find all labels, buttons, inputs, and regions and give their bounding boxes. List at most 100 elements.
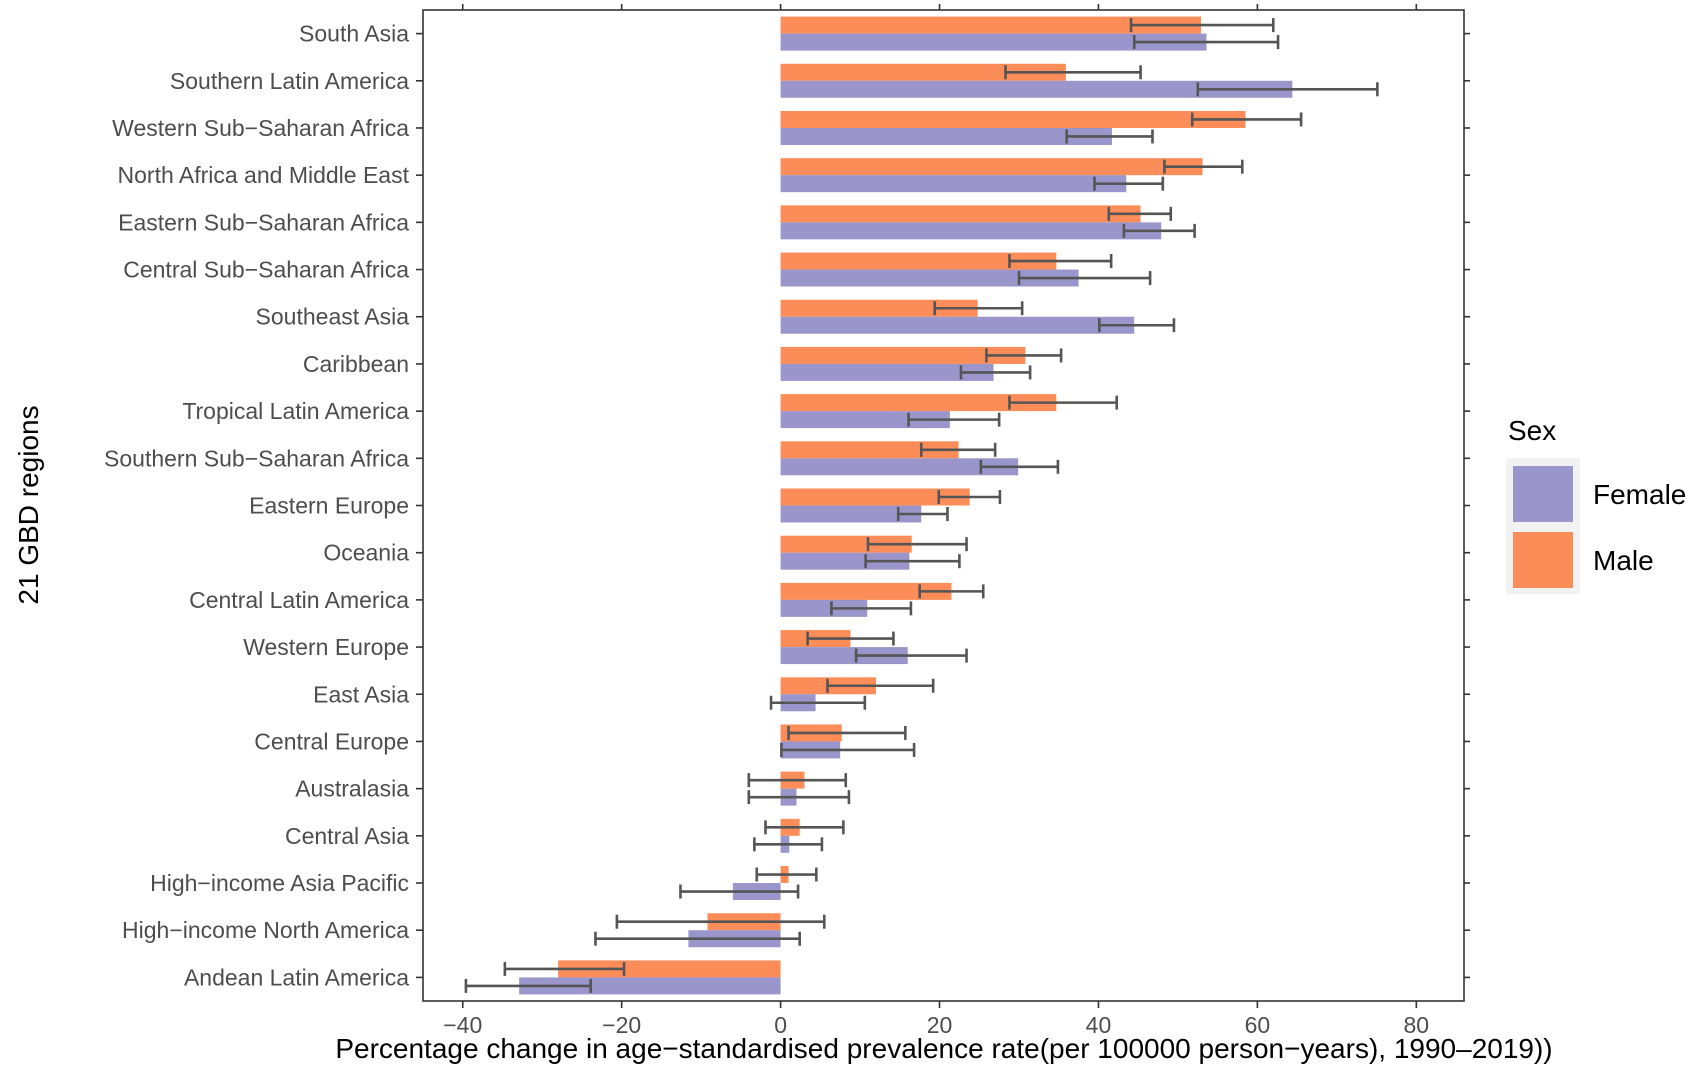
error-bar-male-andean-latin-america [503,961,626,976]
error-bar-female-southern-latin-america [1196,82,1379,97]
legend-label-male: Male [1593,545,1654,576]
error-bar-female-high-income-asia-pacific [679,884,800,899]
bar-female-oceania [780,552,910,570]
category-label-caribbean: Caribbean [303,351,409,377]
error-bar-male-high-income-north-america [615,914,826,929]
error-bar-female-eastern-europe [896,507,949,521]
category-label-north-africa-and-middle-east: North Africa and Middle East [118,162,410,188]
category-label-andean-latin-america: Andean Latin America [184,964,409,990]
bar-male-caribbean [780,346,1026,364]
error-bar-female-south-asia [1132,35,1280,50]
error-bar-male-caribbean [985,348,1063,363]
error-bar-male-eastern-europe [937,490,1002,504]
x-tick-label: 20 [927,1012,953,1038]
bar-male-central-latin-america [780,582,952,600]
error-bar-female-andean-latin-america [464,978,592,993]
x-tick-label: 40 [1086,1012,1112,1038]
bar-male-north-africa-and-middle-east [780,158,1203,176]
bar-female-caribbean [780,363,994,381]
category-label-western-sub-saharan-africa: Western Sub−Saharan Africa [112,115,409,141]
legend-title: Sex [1508,415,1556,446]
bar-male-tropical-latin-america [780,394,1057,412]
category-label-southeast-asia: Southeast Asia [256,304,410,330]
error-bar-female-north-africa-and-middle-east [1093,176,1165,191]
error-bar-male-north-africa-and-middle-east [1163,159,1244,174]
error-bar-male-australasia [747,773,848,788]
category-label-central-sub-saharan-africa: Central Sub−Saharan Africa [123,257,409,283]
bar-female-north-africa-and-middle-east [780,175,1127,193]
error-bar-female-central-europe [780,742,916,757]
error-bar-female-southern-sub-saharan-africa [979,459,1060,474]
category-label-southern-latin-america: Southern Latin America [170,68,409,94]
x-tick-label: 0 [774,1012,787,1038]
bar-male-southern-sub-saharan-africa [780,441,959,459]
error-bar-female-central-asia [753,837,824,852]
bar-male-oceania [780,535,912,553]
bar-male-western-sub-saharan-africa [780,110,1246,128]
plot-area: −40 −20 0 20 40 60 80 South Asia Southern Latin … [104,4,1470,1038]
error-bar-female-high-income-north-america [594,931,801,946]
error-bar-male-oceania [866,537,968,552]
bar-female-western-sub-saharan-africa [780,127,1112,145]
error-bar-male-high-income-asia-pacific [755,867,818,882]
error-bar-female-western-europe [854,648,968,663]
bar-female-southern-sub-saharan-africa [780,458,1019,476]
category-label-central-asia: Central Asia [285,823,409,849]
bar-male-south-asia [780,16,1201,34]
category-label-central-latin-america: Central Latin America [189,587,409,613]
category-label-central-europe: Central Europe [254,728,409,754]
category-label-high-income-north-america: High−income North America [122,917,409,943]
error-bar-male-western-sub-saharan-africa [1190,112,1303,127]
error-bar-male-southeast-asia [933,301,1024,316]
legend-label-female: Female [1593,479,1686,510]
category-label-east-asia: East Asia [313,681,409,707]
category-label-eastern-sub-saharan-africa: Eastern Sub−Saharan Africa [118,209,409,235]
error-bar-male-south-asia [1129,18,1275,33]
error-bar-female-east-asia [769,695,867,710]
error-bar-female-western-sub-saharan-africa [1065,129,1154,144]
bar-female-southeast-asia [780,316,1135,334]
y-axis-title: 21 GBD regions [13,405,44,604]
bar-female-eastern-europe [780,505,922,523]
bar-female-eastern-sub-saharan-africa [780,222,1162,240]
category-label-oceania: Oceania [323,540,409,566]
x-tick-label: −40 [443,1012,482,1038]
category-label-southern-sub-saharan-africa: Southern Sub−Saharan Africa [104,445,409,471]
bar-male-southeast-asia [780,299,978,317]
x-tick-label: 80 [1404,1012,1430,1038]
legend-swatch-male [1513,532,1573,588]
bar-male-southern-latin-america [780,63,1066,81]
error-bar-male-southern-sub-saharan-africa [919,442,997,457]
bar-female-central-sub-saharan-africa [780,269,1079,287]
bar-female-central-latin-america [780,599,868,617]
category-label-south-asia: South Asia [299,21,409,47]
error-bar-male-central-sub-saharan-africa [1008,254,1113,269]
error-bar-male-central-asia [764,820,845,835]
category-label-high-income-asia-pacific: High−income Asia Pacific [150,870,409,896]
x-tick-label: 60 [1245,1012,1271,1038]
error-bar-female-southeast-asia [1097,318,1176,333]
x-tick-label: −20 [602,1012,641,1038]
category-label-tropical-latin-america: Tropical Latin America [182,398,409,424]
category-label-eastern-europe: Eastern Europe [249,493,409,519]
category-label-western-europe: Western Europe [243,634,409,660]
error-bar-female-oceania [864,554,961,569]
legend-swatch-female [1513,466,1573,522]
error-bar-male-central-latin-america [918,584,985,599]
error-bar-male-east-asia [826,678,935,693]
bar-male-andean-latin-america [558,960,781,978]
bar-female-southern-latin-america [780,80,1293,98]
bar-male-eastern-europe [780,488,970,506]
error-bar-female-australasia [747,790,851,805]
bar-female-andean-latin-america [519,977,781,995]
error-bar-female-central-latin-america [830,601,913,616]
error-bar-male-central-europe [787,725,907,740]
legend: Sex Female Male [1506,415,1686,594]
error-bar-male-western-europe [806,631,895,646]
error-bar-female-tropical-latin-america [907,412,1001,427]
error-bar-male-southern-latin-america [1004,65,1142,80]
bar-male-central-sub-saharan-africa [780,252,1057,270]
x-axis-title: Percentage change in age−standardised pr… [335,1033,1552,1064]
